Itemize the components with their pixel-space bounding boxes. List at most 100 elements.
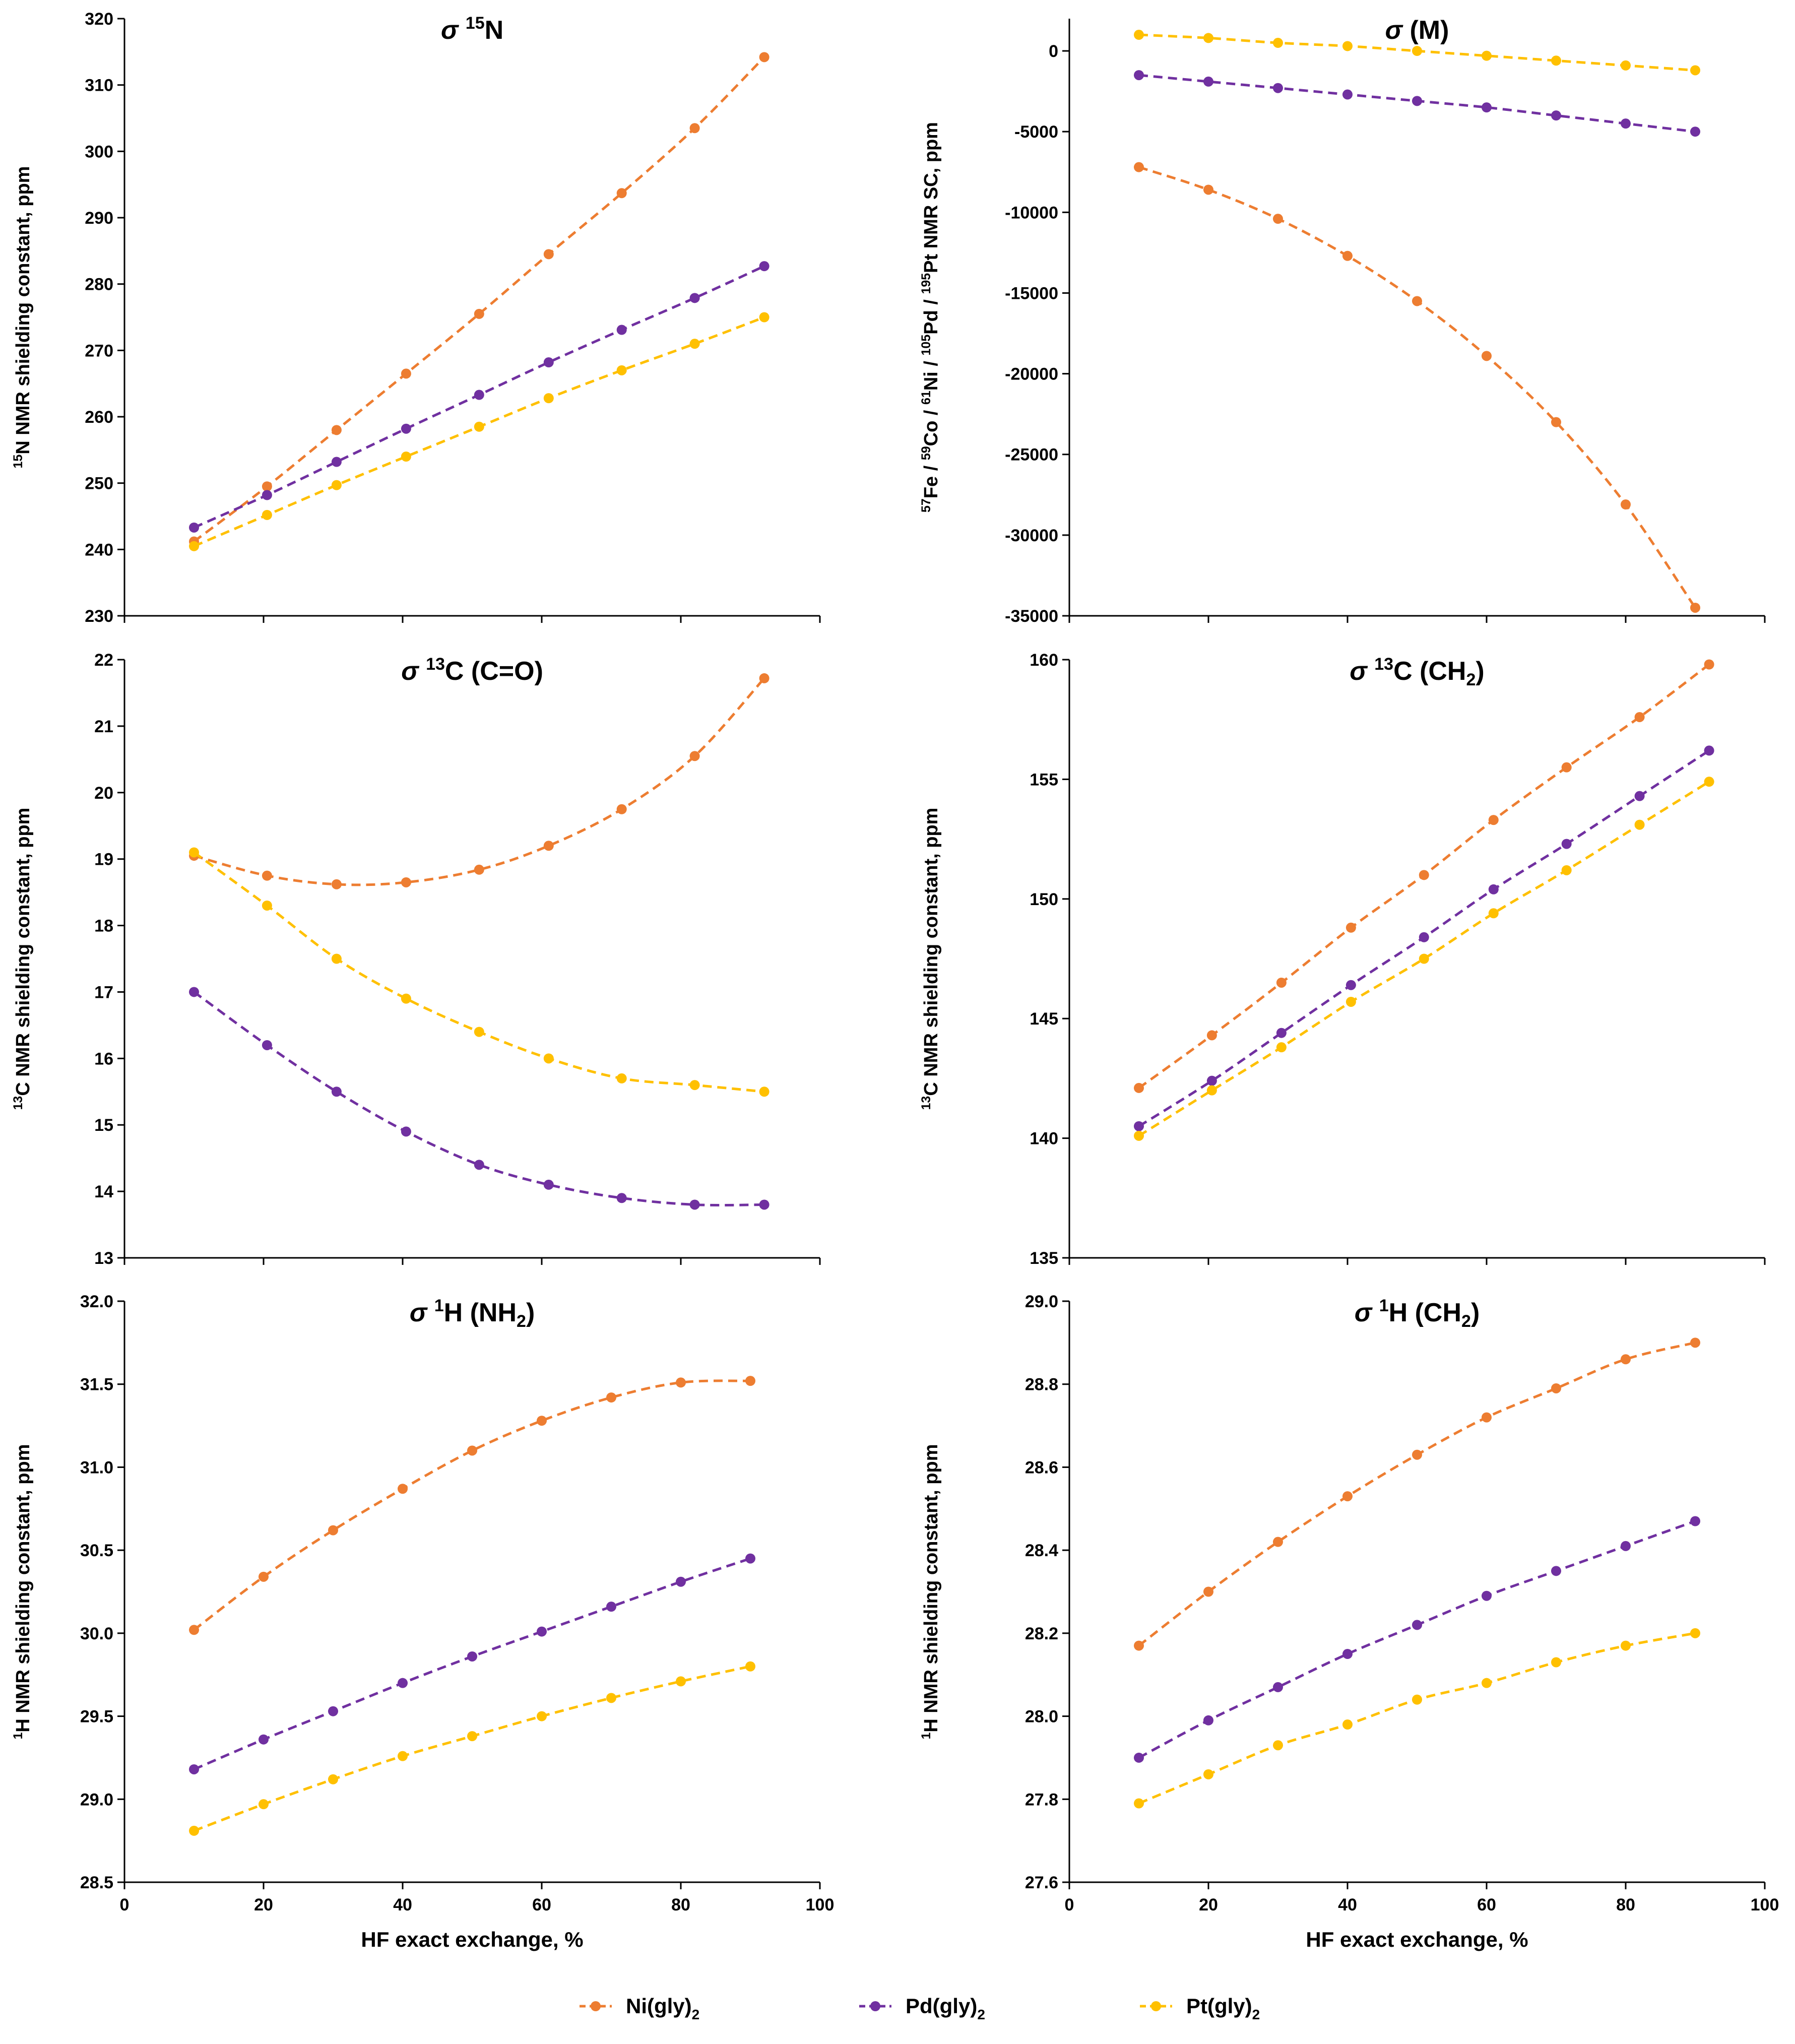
data-point (1621, 499, 1631, 510)
chart-title-part: H (NH (444, 1298, 517, 1327)
y-tick-label: 155 (1030, 770, 1058, 789)
y-tick-label: -25000 (1005, 445, 1058, 465)
data-point (1690, 1516, 1700, 1526)
y-tick-label: 0 (1049, 42, 1058, 61)
data-point (759, 1199, 770, 1210)
x-axis-label: HF exact exchange, % (361, 1928, 583, 1951)
data-point (262, 509, 272, 520)
data-point (1690, 126, 1700, 137)
data-point (1203, 1715, 1213, 1726)
series-line (1138, 166, 1697, 609)
x-tick-label: 60 (1477, 1895, 1496, 1914)
y-axis-label: 57Fe / 59Co / 61Ni / 105Pd / 195Pt NMR S… (919, 122, 942, 513)
data-point (1203, 33, 1213, 43)
data-point (398, 1678, 408, 1688)
data-point (1273, 38, 1283, 48)
data-point (689, 123, 700, 134)
data-point (1342, 41, 1353, 51)
data-point (259, 1799, 269, 1810)
chart-panel: 27.6 27.8 28.0 28.2 28.4 28.6 28.8 29.0 0 20 40 60 8… (919, 1292, 1779, 1951)
series-line (193, 851, 764, 1093)
data-point (1412, 1620, 1422, 1630)
data-point (1488, 815, 1499, 825)
series-line (194, 1665, 751, 1832)
data-point (1482, 1590, 1492, 1601)
data-point (1488, 884, 1499, 895)
data-point (262, 900, 272, 911)
legend-label: Pd(gly)2 (906, 1994, 985, 2022)
data-point (689, 339, 700, 349)
y-tick-label: 15 (94, 1116, 113, 1135)
data-point (1345, 922, 1356, 933)
legend-label-subscript: 2 (977, 2007, 985, 2022)
x-tick-label: 20 (254, 1895, 273, 1914)
data-point (1482, 50, 1492, 61)
data-point (616, 325, 627, 335)
y-tick-label: 150 (1030, 890, 1058, 909)
data-point (467, 1731, 477, 1742)
data-point (1621, 1354, 1631, 1365)
chart-title-part: (M) (1402, 16, 1449, 45)
y-tick-label: -15000 (1005, 284, 1058, 303)
data-point (759, 1087, 770, 1097)
series-line (194, 677, 765, 886)
data-point (1704, 777, 1714, 787)
chart-title: σ 1H (NH2) (410, 1296, 535, 1331)
data-point (1551, 417, 1561, 427)
series-line (1138, 1341, 1696, 1647)
y-tick-label: 29.5 (80, 1707, 113, 1727)
y-axis-label-part: Fe / (921, 460, 942, 498)
data-point (1273, 1682, 1283, 1692)
data-point (1203, 76, 1213, 87)
chart-title: σ 15N (441, 14, 503, 45)
data-point (1551, 110, 1561, 121)
data-point (1621, 1541, 1631, 1551)
data-point (1134, 1082, 1144, 1093)
data-point (1276, 1042, 1287, 1053)
data-point (1482, 351, 1492, 361)
data-point (1342, 1649, 1353, 1659)
data-point (259, 1571, 269, 1582)
data-point (1482, 1678, 1492, 1688)
data-point (1412, 1694, 1422, 1705)
data-point (262, 490, 272, 500)
data-point (1273, 83, 1283, 93)
sigma-symbol: σ (1385, 16, 1404, 45)
data-point (1704, 659, 1714, 670)
data-point (331, 457, 342, 467)
data-point (1206, 1075, 1217, 1086)
data-point (474, 1160, 484, 1170)
y-tick-label: 29.0 (80, 1790, 113, 1809)
chart-title-part (419, 657, 426, 686)
data-point (1412, 46, 1422, 56)
y-tick-label: 290 (85, 209, 113, 228)
data-point (1690, 602, 1700, 613)
data-point (1342, 89, 1353, 100)
legend-marker (591, 2001, 601, 2011)
data-point (1134, 1752, 1144, 1763)
y-tick-label: 270 (85, 341, 113, 360)
chart-title-part: N (485, 16, 504, 45)
data-point (1482, 102, 1492, 113)
data-point (1134, 1640, 1144, 1651)
series-line (193, 56, 765, 543)
chart-title-part: 1 (434, 1296, 444, 1315)
series-line (193, 991, 764, 1206)
data-point (1412, 96, 1422, 106)
data-point (537, 1711, 547, 1721)
data-point (189, 522, 199, 533)
data-point (1634, 791, 1645, 801)
data-point (1203, 1586, 1213, 1597)
y-tick-label: 31.5 (80, 1375, 113, 1394)
y-axis-label-part: Pt NMR SC, ppm (921, 122, 942, 273)
sigma-symbol: σ (441, 16, 460, 45)
data-point (1273, 214, 1283, 224)
data-point (1342, 1719, 1353, 1730)
data-point (328, 1525, 338, 1536)
data-point (1561, 865, 1572, 875)
x-tick-label: 0 (1065, 1895, 1074, 1914)
chart-title-part: 2 (517, 1312, 526, 1331)
data-point (474, 421, 484, 432)
data-point (189, 987, 199, 997)
y-axis-label-part: 13 (919, 1096, 933, 1110)
